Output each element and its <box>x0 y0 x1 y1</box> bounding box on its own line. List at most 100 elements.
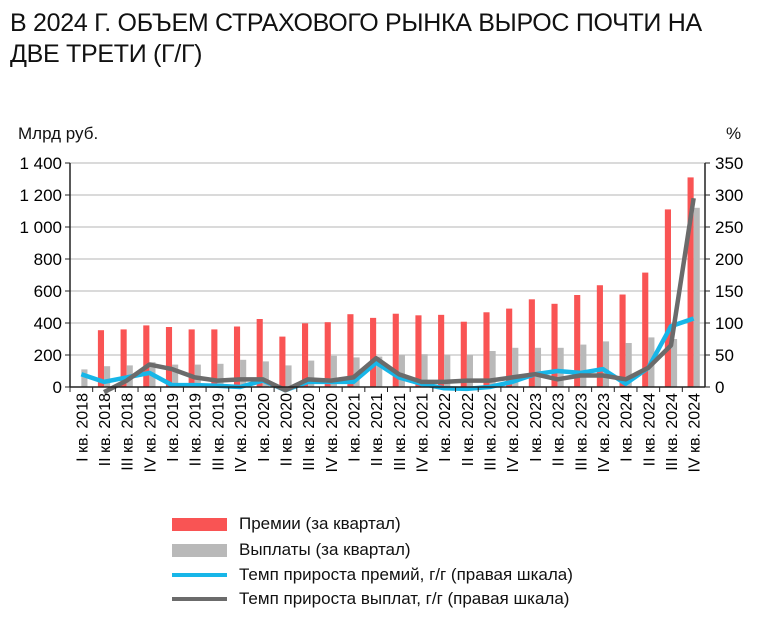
y2-axis-label: % <box>726 124 742 143</box>
y-tick-label: 1 200 <box>19 186 62 205</box>
legend-swatch <box>172 543 227 557</box>
bar-premiums <box>302 323 309 387</box>
legend-payout-growth: Темп прироста выплат, г/г (правая шкала) <box>172 589 569 609</box>
bar-premiums <box>574 295 581 387</box>
bar-premiums <box>528 299 535 387</box>
y2-tick-label: 200 <box>715 250 743 269</box>
bar-payouts <box>330 355 337 387</box>
x-tick-label: I кв. 2019 <box>165 393 182 462</box>
bar-premiums <box>460 321 467 387</box>
bar-premiums <box>438 314 445 387</box>
x-tick-label: III кв. 2019 <box>210 393 227 471</box>
y2-tick-label: 0 <box>715 378 724 397</box>
bar-premiums <box>188 329 195 387</box>
y-tick-label: 400 <box>34 314 62 333</box>
bar-premiums <box>664 209 671 387</box>
bar-premiums <box>551 303 558 387</box>
x-tick-label: IV кв. 2018 <box>142 393 159 473</box>
x-tick-label: I кв. 2020 <box>256 393 273 462</box>
bar-payouts <box>670 339 678 387</box>
bar-payouts <box>308 360 315 387</box>
x-tick-label: I кв. 2021 <box>346 393 363 462</box>
bar-premiums <box>143 325 150 387</box>
bar-payouts <box>81 369 88 387</box>
x-tick-label: II кв. 2023 <box>551 393 568 466</box>
bar-payouts <box>104 366 111 387</box>
x-tick-label: IV кв. 2023 <box>596 393 613 473</box>
bar-premiums <box>256 319 263 387</box>
bar-premiums <box>211 329 218 387</box>
x-tick-label: III кв. 2022 <box>483 393 500 471</box>
legend-label: Темп прироста премий, г/г (правая шкала) <box>239 565 573 584</box>
bar-payouts <box>285 365 292 387</box>
y-tick-label: 200 <box>34 346 62 365</box>
bar-premiums <box>483 312 490 387</box>
bar-premiums <box>324 322 331 387</box>
legend-swatch <box>172 597 227 601</box>
x-tick-label: II кв. 2021 <box>369 393 386 466</box>
bar-payouts <box>240 359 247 387</box>
legend-label: Выплаты (за квартал) <box>239 540 411 559</box>
legend-swatch <box>172 517 227 531</box>
bar-premiums <box>97 330 105 387</box>
bar-payouts <box>444 355 451 387</box>
y2-tick-label: 100 <box>715 314 743 333</box>
x-tick-label: I кв. 2023 <box>528 393 545 462</box>
bar-premiums <box>506 308 513 387</box>
x-tick-label: III кв. 2021 <box>392 393 409 471</box>
bar-premiums <box>687 177 694 387</box>
x-tick-label: III кв. 2024 <box>664 393 681 471</box>
bar-premiums <box>415 315 422 387</box>
y-tick-label: 1 400 <box>19 154 62 173</box>
bar-premiums <box>619 294 626 387</box>
x-tick-label: I кв. 2018 <box>74 393 91 462</box>
bar-premiums <box>120 329 127 387</box>
bar-premiums <box>596 285 603 387</box>
bar-payouts <box>217 363 224 387</box>
x-tick-label: III кв. 2018 <box>120 393 137 471</box>
y-tick-label: 1 000 <box>19 218 62 237</box>
y-tick-label: 600 <box>34 282 62 301</box>
x-tick-label: I кв. 2024 <box>619 393 636 462</box>
bar-premiums <box>233 326 241 387</box>
bar-payouts <box>466 355 473 387</box>
bar-premiums <box>279 336 286 387</box>
bar-payouts <box>625 343 632 387</box>
bar-payouts <box>602 341 610 387</box>
bar-payouts <box>557 347 564 387</box>
y2-tick-label: 350 <box>715 154 743 173</box>
x-tick-label: II кв. 2022 <box>460 393 477 466</box>
bar-payouts <box>489 351 496 387</box>
bar-payouts <box>580 344 587 387</box>
y-axis-label: Млрд руб. <box>18 124 99 143</box>
x-tick-label: III кв. 2023 <box>573 393 590 471</box>
x-tick-label: II кв. 2019 <box>188 393 205 466</box>
legend-label: Премии (за квартал) <box>239 514 401 533</box>
x-tick-label: IV кв. 2019 <box>233 393 250 473</box>
bar-payouts <box>172 364 179 387</box>
x-tick-label: III кв. 2020 <box>301 393 318 471</box>
bar-payouts <box>376 356 383 387</box>
y2-tick-label: 300 <box>715 186 743 205</box>
bar-premiums <box>347 314 354 387</box>
bar-payouts <box>262 361 269 387</box>
legend-payouts: Выплаты (за квартал) <box>172 540 411 560</box>
line-premium-growth <box>80 316 695 393</box>
x-tick-label: I кв. 2022 <box>437 393 454 462</box>
x-tick-label: II кв. 2020 <box>278 393 295 466</box>
bar-payouts <box>398 355 405 387</box>
legend-premiums: Премии (за квартал) <box>172 514 401 534</box>
bar-payouts <box>693 207 700 387</box>
y2-tick-label: 150 <box>715 282 743 301</box>
bar-premiums <box>392 313 399 387</box>
legend-label: Темп прироста выплат, г/г (правая шкала) <box>239 589 570 608</box>
y2-tick-label: 50 <box>715 346 734 365</box>
bar-payouts <box>512 347 519 387</box>
legend-premium-growth: Темп прироста премий, г/г (правая шкала) <box>172 565 573 585</box>
x-tick-label: IV кв. 2020 <box>324 393 341 473</box>
bar-payouts <box>534 347 542 387</box>
x-tick-label: IV кв. 2021 <box>415 393 432 473</box>
bar-premiums <box>165 327 173 387</box>
y2-tick-label: 250 <box>715 218 743 237</box>
